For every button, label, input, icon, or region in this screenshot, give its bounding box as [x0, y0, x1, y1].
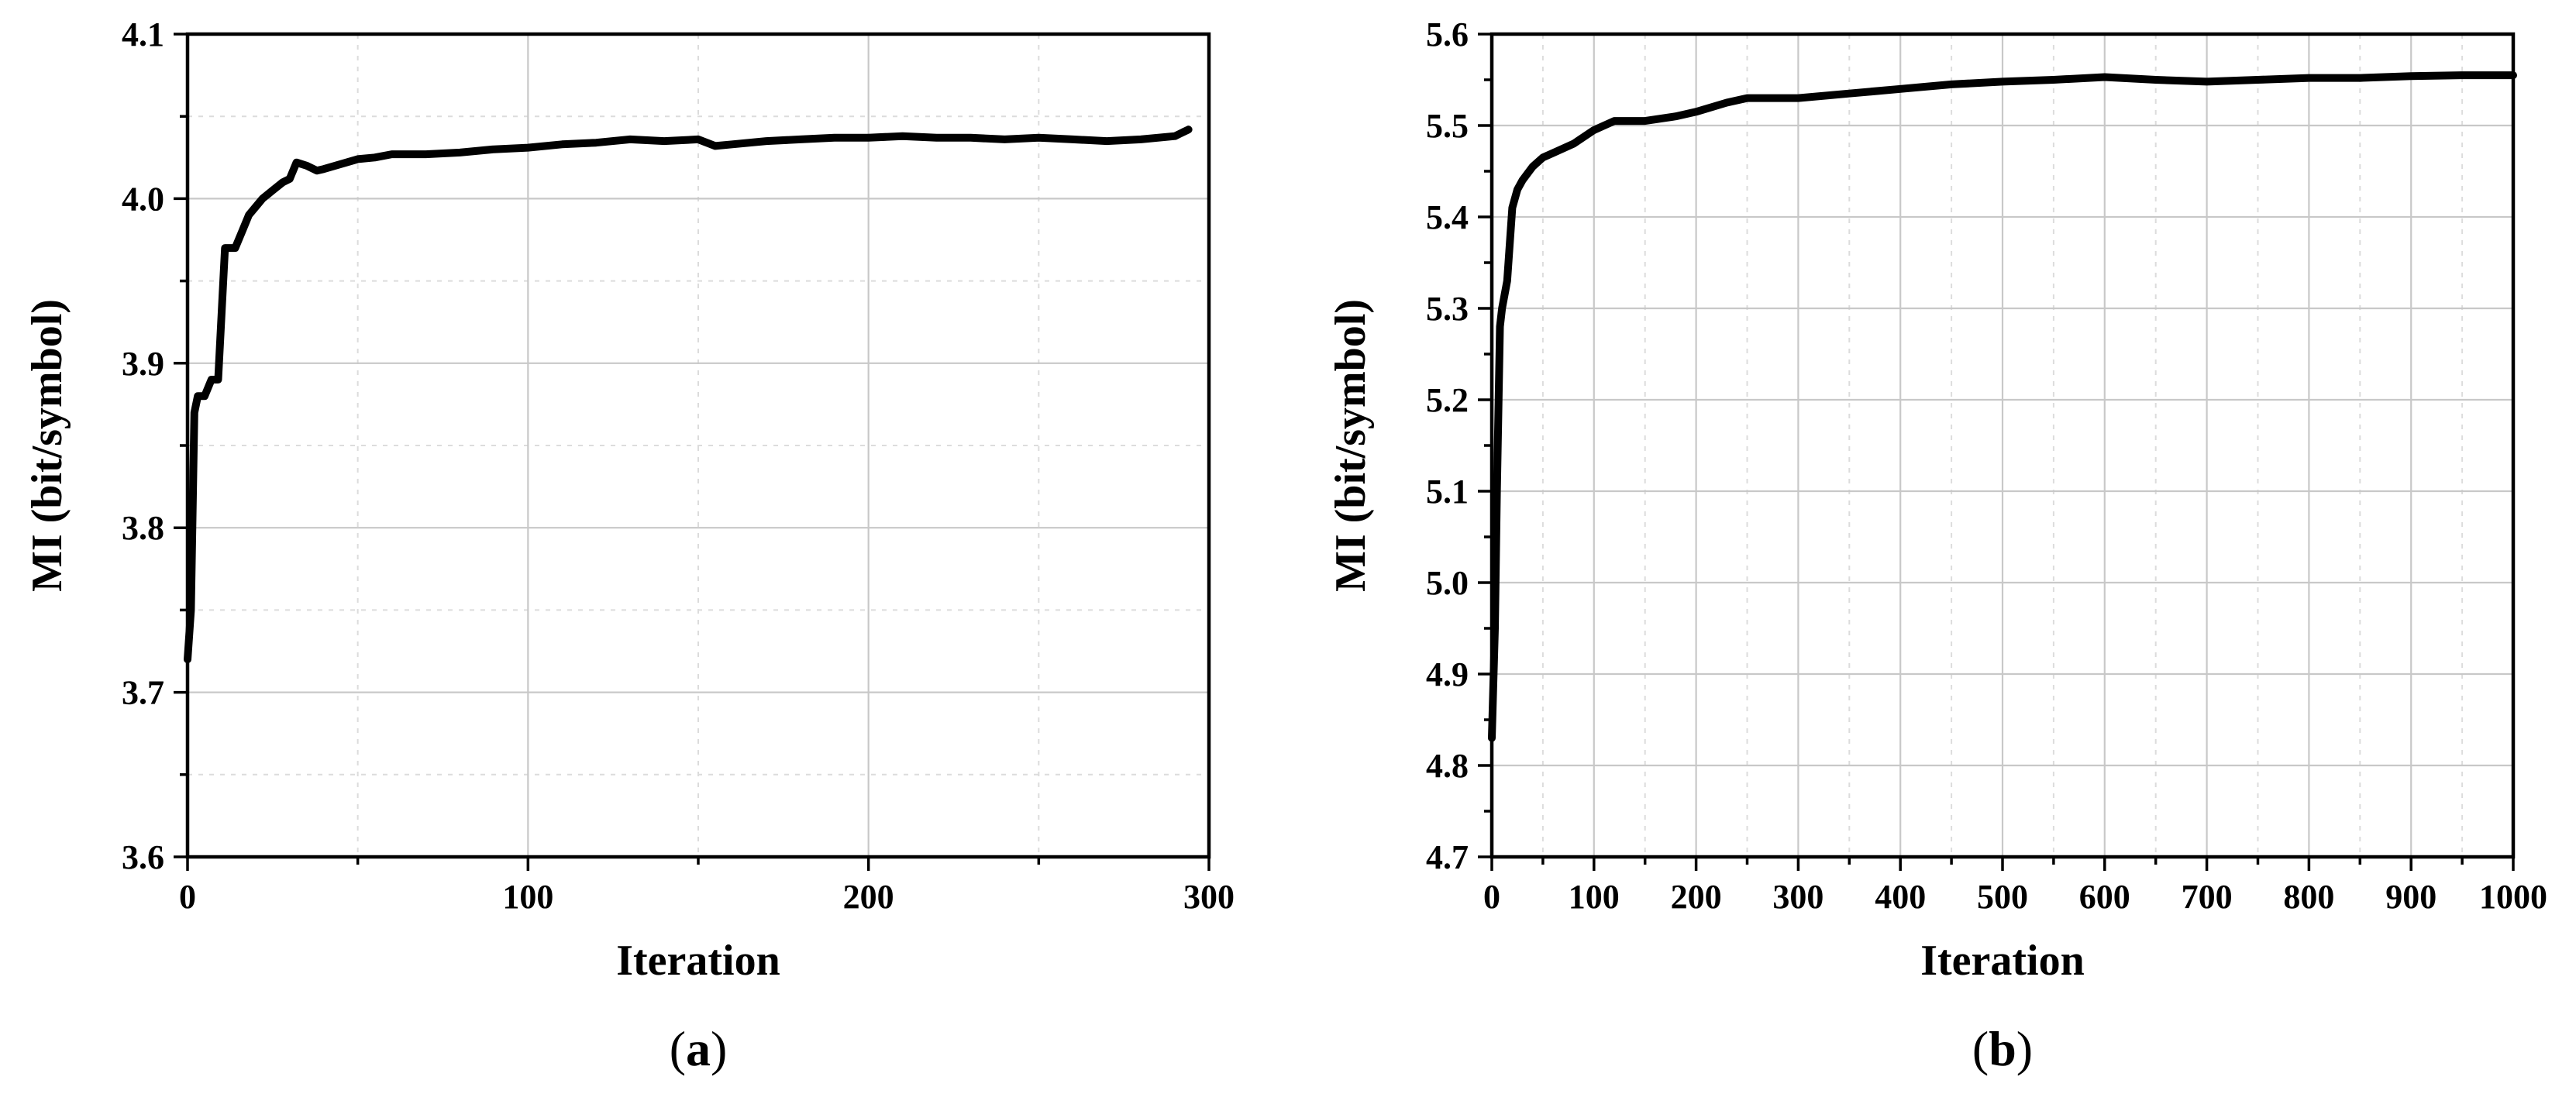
y-tick-label: 4.9 — [1426, 655, 1469, 693]
panel-label-close-paren: ) — [2016, 1021, 2033, 1076]
x-tick-label: 0 — [1483, 878, 1500, 916]
x-tick-label: 200 — [1671, 878, 1722, 916]
y-tick-label: 4.0 — [122, 180, 164, 218]
x-tick-label: 600 — [2079, 878, 2130, 916]
x-tick-label: 1000 — [2479, 878, 2547, 916]
series-line-b — [1488, 71, 2517, 742]
x-tick-label: 400 — [1875, 878, 1926, 916]
y-tick-label: 4.8 — [1426, 747, 1469, 785]
y-tick-label: 4.7 — [1426, 838, 1469, 876]
y-tick-label: 3.6 — [122, 838, 164, 876]
panel-label-letter: b — [1989, 1021, 2016, 1076]
x-axis-title: Iteration — [616, 937, 780, 985]
panel-label-close-paren: ) — [711, 1021, 727, 1076]
y-tick-label: 4.1 — [122, 15, 164, 53]
x-tick-label: 300 — [1183, 878, 1235, 916]
y-tick-label: 5.1 — [1426, 473, 1469, 511]
x-tick-label: 900 — [2385, 878, 2437, 916]
y-tick-label: 3.9 — [122, 345, 164, 383]
x-tick-label: 300 — [1772, 878, 1824, 916]
y-tick-label: 5.0 — [1426, 564, 1469, 602]
x-tick-label: 200 — [843, 878, 894, 916]
y-tick-label: 5.5 — [1426, 107, 1469, 145]
x-tick-label: 100 — [502, 878, 553, 916]
y-axis-title: MI (bit/symbol) — [1327, 299, 1375, 592]
panel-label-letter: a — [686, 1021, 711, 1076]
y-tick-label: 5.4 — [1426, 198, 1469, 236]
x-axis-title: Iteration — [1920, 937, 2085, 985]
x-tick-label: 800 — [2283, 878, 2334, 916]
x-tick-label: 100 — [1569, 878, 1620, 916]
x-tick-label: 700 — [2182, 878, 2233, 916]
panel-label-b: (b) — [1972, 1021, 2033, 1076]
chart-panel-a: 0 100 200 300 3.6 3.7 3.8 3.9 4.0 4.1 Iteration MI … — [23, 15, 1235, 1076]
x-tick-label: 500 — [1977, 878, 2028, 916]
y-tick-label: 5.2 — [1426, 381, 1469, 419]
y-tick-label: 3.8 — [122, 509, 164, 547]
y-tick-label: 5.3 — [1426, 290, 1469, 328]
y-tick-label: 3.7 — [122, 674, 164, 712]
x-tick-label: 0 — [179, 878, 196, 916]
series-line-a — [184, 126, 1193, 664]
panel-label-open-paren: ( — [670, 1021, 686, 1076]
y-axis-title: MI (bit/symbol) — [23, 299, 71, 592]
y-tick-label: 5.6 — [1426, 15, 1469, 53]
panel-label-open-paren: ( — [1972, 1021, 1989, 1076]
panel-label-a: (a) — [670, 1021, 728, 1076]
chart-panel-b: 0 100 200 300 400 500 600 700 800 900 1000 4.7 4.8 4.… — [1327, 15, 2547, 1076]
